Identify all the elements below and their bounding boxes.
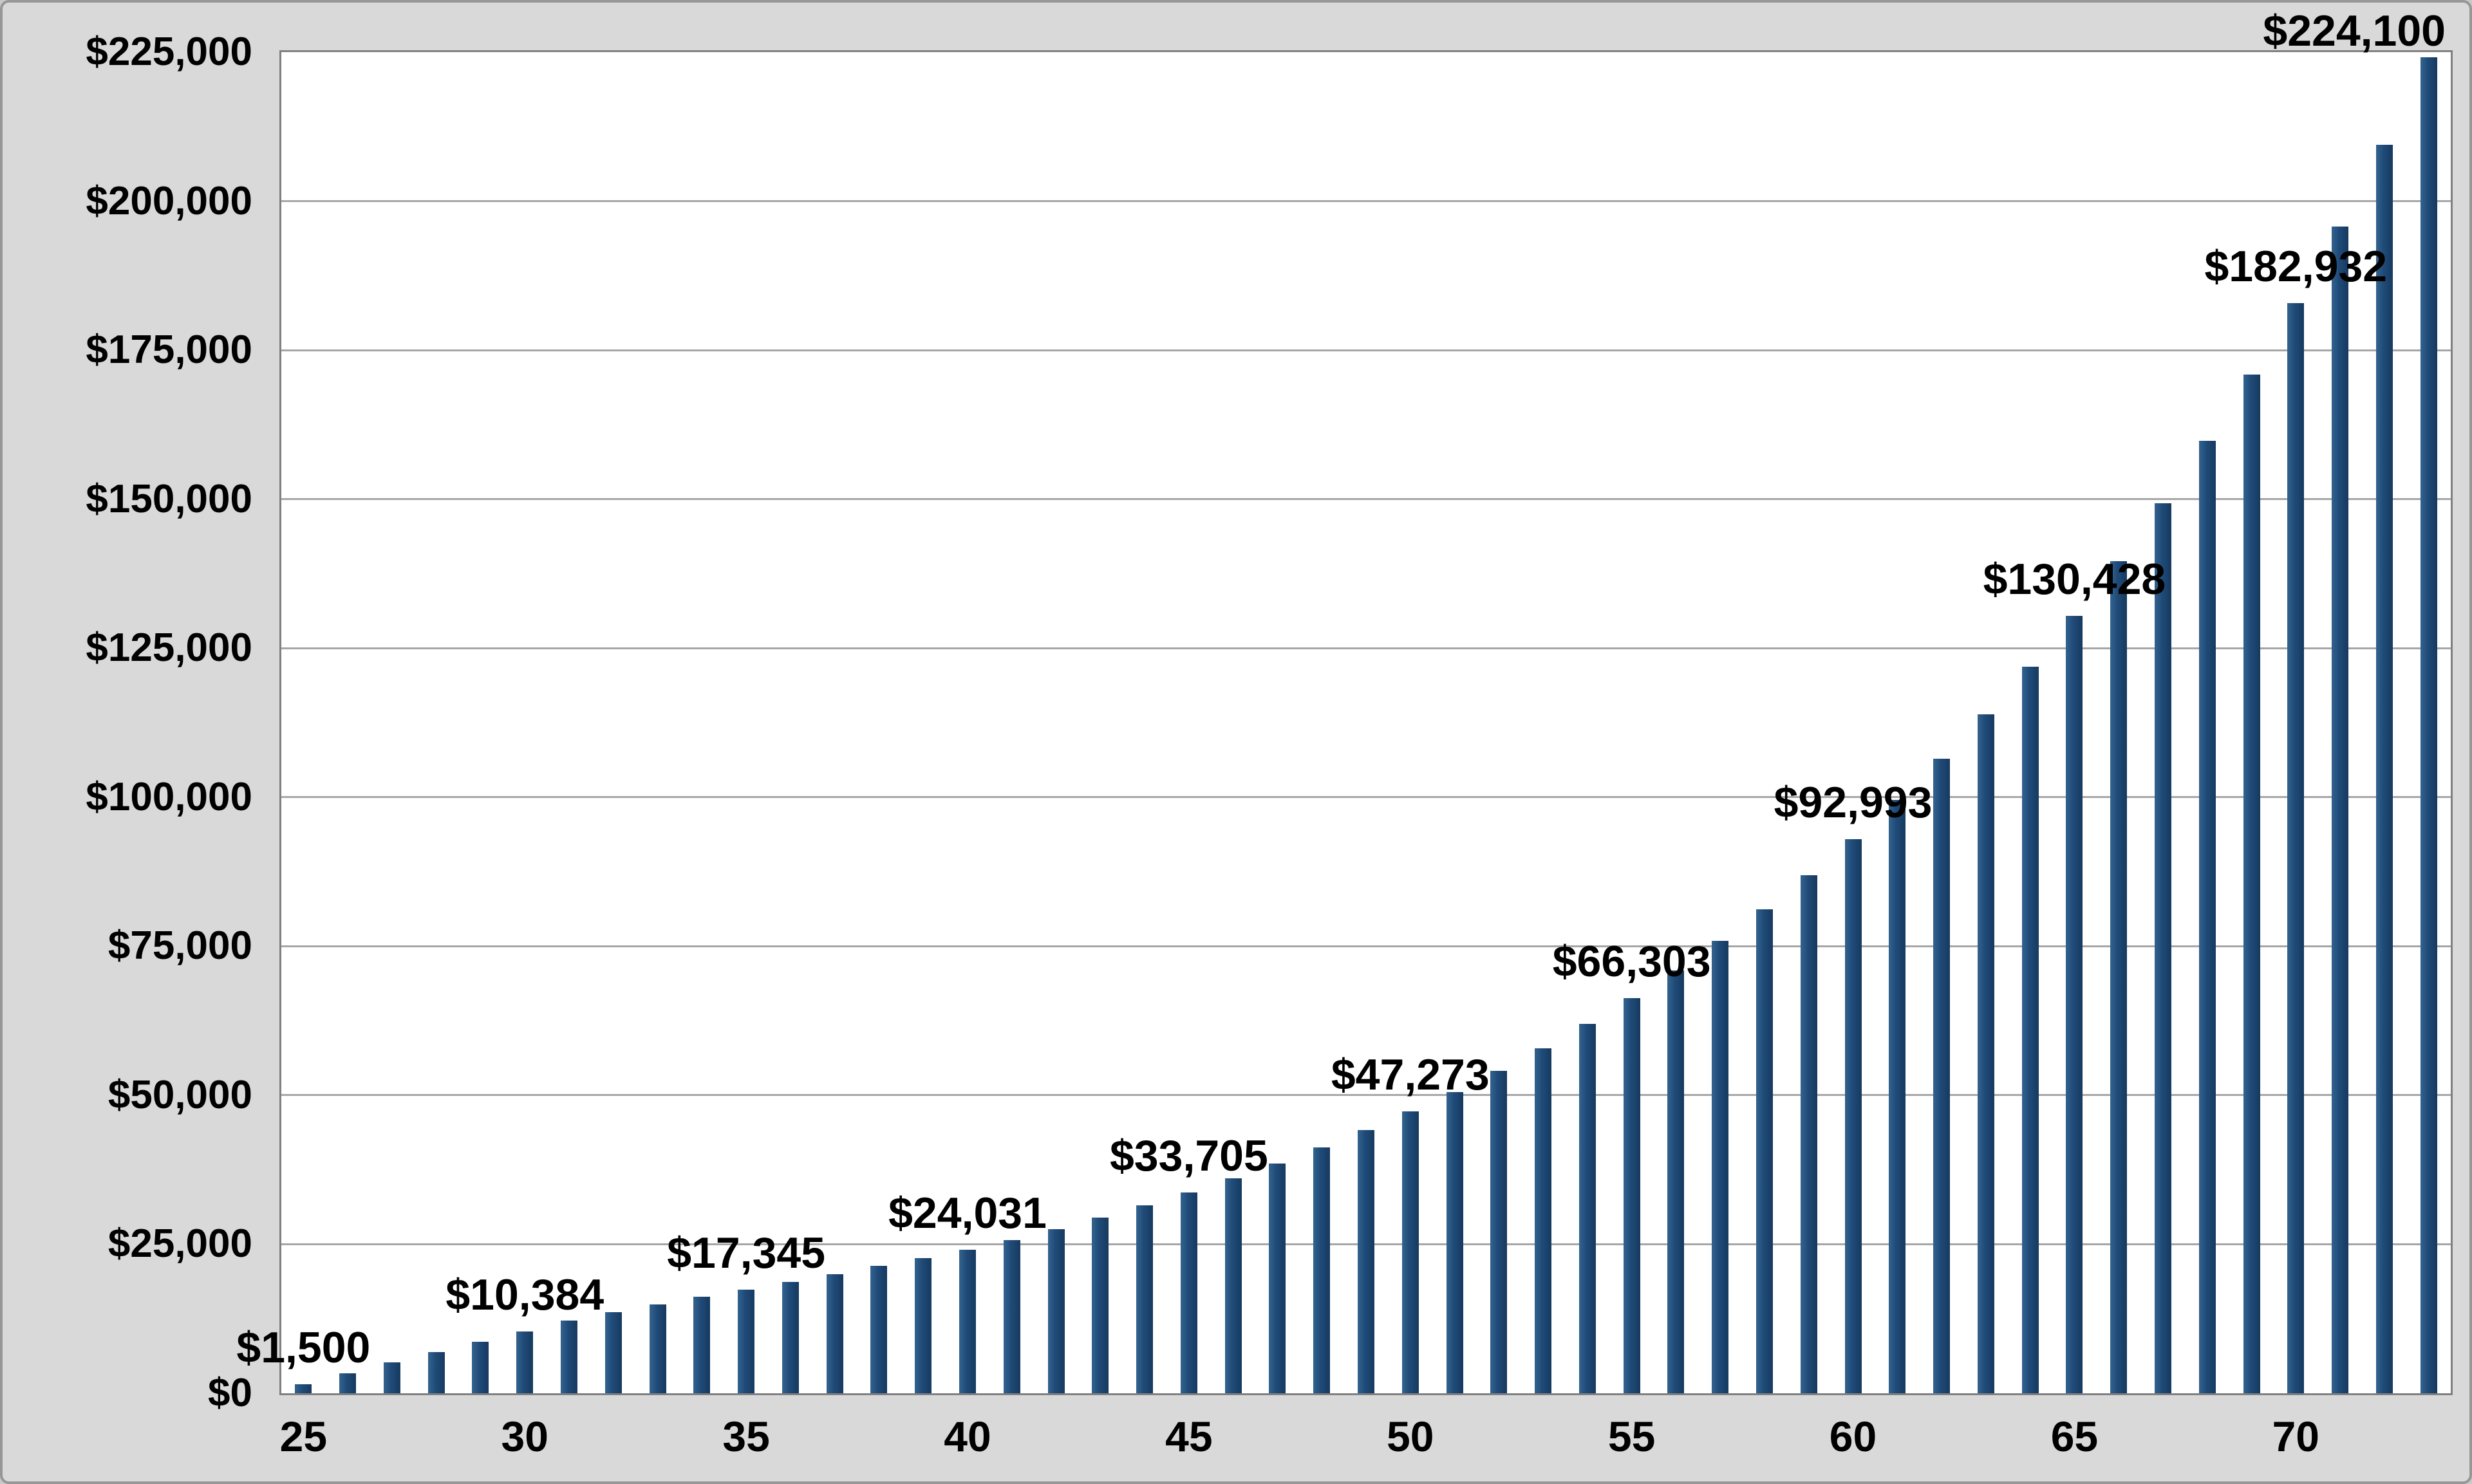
data-label-age-50: $47,273 [1331,1050,1490,1100]
bar-age-50 [1401,1111,1419,1393]
x-tick-label: 25 [279,1413,328,1460]
bar-age-55 [1623,997,1640,1393]
bar-age-57 [1712,940,1729,1393]
bar-age-30 [516,1331,534,1393]
data-label-age-65: $130,428 [1983,554,2166,604]
bar-age-49 [1358,1129,1374,1393]
data-label-age-25: $1,500 [236,1323,371,1373]
x-axis-labels: 25 30 35 40 45 50 55 60 65 70 [279,1411,2453,1469]
x-tick-label: 55 [1607,1413,1656,1460]
bar-age-37 [826,1274,843,1393]
bar-age-46 [1224,1178,1242,1393]
gridline [281,647,2451,649]
bar-age-25 [295,1384,312,1393]
gridline [281,498,2451,501]
gridline [281,1094,2451,1097]
bar-age-38 [870,1266,888,1393]
data-label-age-73: $224,100 [2263,6,2446,55]
y-tick-label: $150,000 [86,476,252,521]
y-tick-label: $0 [208,1371,252,1415]
bar-age-42 [1047,1229,1065,1393]
y-tick-label: $225,000 [86,30,252,74]
bar-age-62 [1933,758,1951,1393]
y-axis-labels: $225,000 $200,000 $175,000 $150,000 $125,000… [3,30,252,1415]
bar-age-34 [693,1297,711,1393]
bar-age-61 [1889,800,1906,1393]
bar-age-35 [738,1290,755,1393]
y-tick-label: $175,000 [86,328,252,373]
bar-age-66 [2110,561,2128,1393]
bar-age-68 [2198,441,2216,1393]
x-tick-label: 45 [1165,1413,1213,1460]
bar-age-67 [2154,503,2171,1393]
gridline [281,945,2451,947]
data-label-age-70: $182,932 [2204,241,2388,291]
data-label-age-30: $10,384 [445,1270,604,1319]
bar-age-47 [1269,1163,1286,1393]
x-tick-label: 30 [501,1413,548,1460]
bar-age-54 [1578,1024,1596,1393]
x-tick-label: 60 [1829,1413,1877,1460]
bar-age-41 [1003,1239,1020,1393]
bar-age-70 [2287,302,2305,1393]
bar-age-28 [427,1352,445,1393]
gridline [281,200,2451,203]
bar-age-53 [1535,1048,1552,1393]
bar-age-65 [2066,615,2083,1393]
bar-age-36 [782,1281,799,1393]
y-tick-label: $75,000 [108,923,252,969]
y-tick-label: $50,000 [108,1072,252,1117]
bar-age-31 [561,1321,578,1393]
bar-age-51 [1446,1091,1463,1393]
bar-age-26 [339,1373,357,1393]
bar-age-44 [1136,1205,1154,1393]
bar-age-72 [2375,145,2393,1393]
gridline [281,796,2451,799]
plot-inner: $1,500 $10,384 $17,345 $24,031 $33,705 $47,27… [236,7,2451,1393]
bar-age-32 [604,1312,622,1393]
bar-age-64 [2021,666,2039,1393]
bar-age-52 [1490,1070,1508,1393]
x-tick-label: 40 [944,1413,991,1460]
data-label-age-35: $17,345 [667,1229,826,1278]
bar-age-63 [1977,714,1994,1393]
bar-age-39 [915,1257,932,1393]
x-tick-label: 65 [2050,1413,2099,1460]
data-label-age-55: $66,303 [1552,936,1711,986]
bar-age-69 [2243,374,2260,1393]
x-tick-label: 50 [1387,1413,1434,1460]
data-label-age-45: $33,705 [1109,1131,1268,1180]
bar-age-58 [1756,909,1773,1393]
data-label-age-60: $92,993 [1774,777,1933,827]
y-tick-label: $200,000 [86,178,252,223]
gridline [281,349,2451,351]
bar-age-40 [959,1250,977,1393]
x-tick-label: 35 [722,1413,770,1460]
bar-age-59 [1800,875,1817,1393]
y-tick-label: $125,000 [86,626,252,671]
data-label-age-40: $24,031 [888,1189,1047,1238]
x-tick-label: 70 [2272,1413,2319,1460]
bar-age-48 [1313,1147,1331,1393]
bar-age-45 [1180,1192,1197,1393]
y-tick-label: $100,000 [86,774,252,819]
y-tick-label: $25,000 [108,1221,252,1266]
bar-age-43 [1092,1218,1109,1393]
bar-age-71 [2332,227,2349,1393]
bar-age-73 [2420,57,2437,1393]
bar-age-56 [1667,970,1685,1393]
plot-area: $1,500 $10,384 $17,345 $24,031 $33,705 $47,27… [236,7,2453,1395]
bar-age-33 [649,1304,666,1393]
bar-age-60 [1844,839,1862,1393]
bar-age-29 [472,1342,489,1393]
bar-age-27 [383,1362,400,1393]
